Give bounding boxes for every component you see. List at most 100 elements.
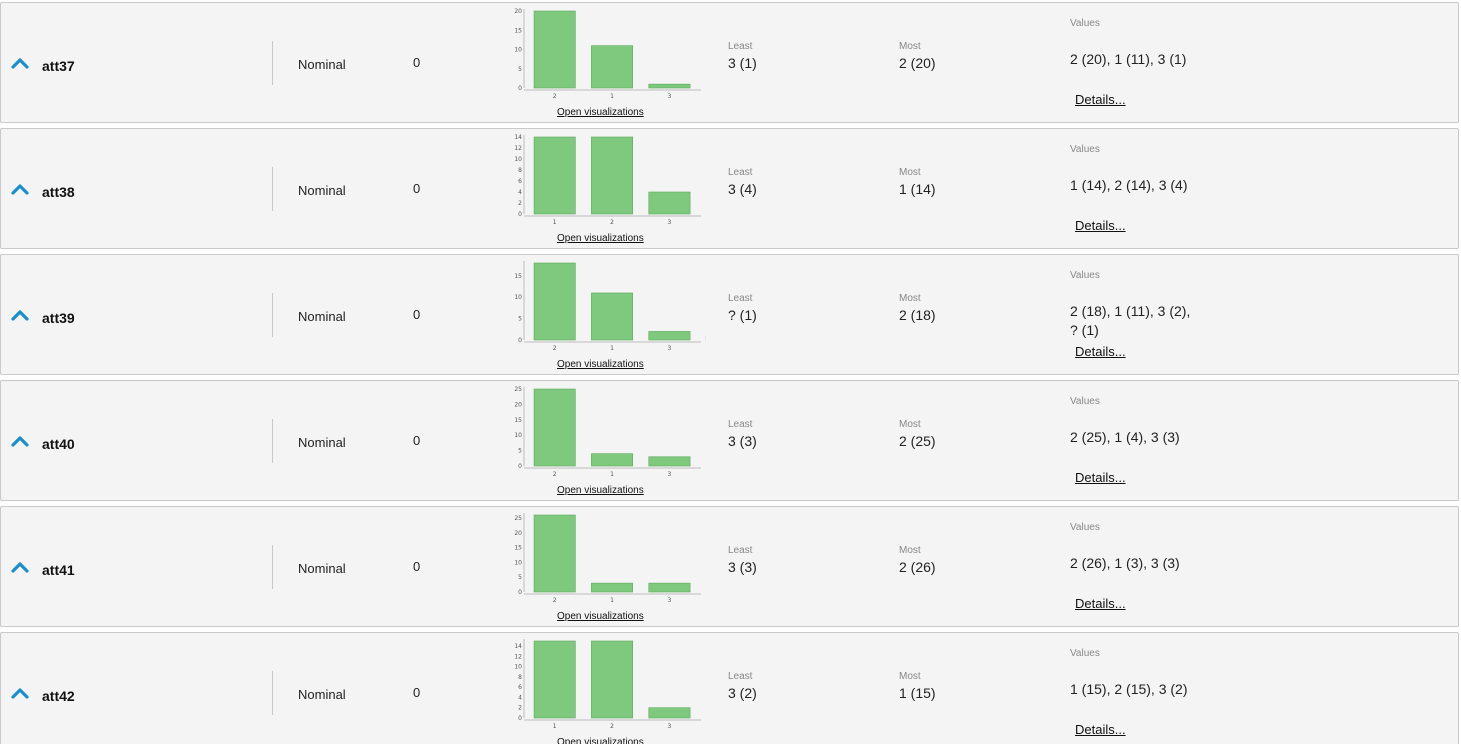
histogram-bar (648, 707, 691, 719)
attribute-type: Nominal (298, 561, 346, 576)
most-label: Most (899, 545, 921, 556)
x-tick-label: 1 (553, 723, 557, 730)
values-text: 1 (14), 2 (14), 3 (4) (1070, 177, 1188, 193)
open-visualizations-link[interactable]: Open visualizations (557, 737, 644, 744)
y-tick-label: 0 (518, 211, 522, 218)
histogram-bar (533, 640, 576, 719)
histogram-bar (648, 83, 691, 89)
x-tick-label: 2 (610, 219, 614, 226)
open-visualizations-link[interactable]: Open visualizations (557, 233, 644, 244)
chevron-up-icon[interactable] (11, 57, 29, 69)
most-label: Most (899, 167, 921, 178)
open-visualizations-link[interactable]: Open visualizations (557, 611, 644, 622)
least-label: Least (728, 545, 753, 556)
attribute-type: Nominal (298, 435, 346, 450)
most-value: 1 (14) (899, 181, 936, 197)
most-value: 2 (20) (899, 55, 936, 71)
values-text: 2 (26), 1 (3), 3 (3) (1070, 555, 1180, 571)
histogram-bar (533, 262, 576, 341)
least-value: 3 (4) (728, 181, 757, 197)
y-tick-label: 10 (514, 294, 522, 301)
chevron-up-icon[interactable] (11, 561, 29, 573)
details-link[interactable]: Details... (1075, 92, 1126, 107)
x-tick-label: 3 (668, 597, 672, 604)
most-label: Most (899, 671, 921, 682)
x-tick-label: 3 (668, 93, 672, 100)
least-value: 3 (3) (728, 433, 757, 449)
attribute-name: att41 (42, 562, 75, 578)
details-link[interactable]: Details... (1075, 470, 1126, 485)
column-divider (272, 671, 273, 715)
least-value: 3 (2) (728, 685, 757, 701)
histogram-bar (591, 640, 634, 719)
most-value: 2 (25) (899, 433, 936, 449)
most-label: Most (899, 41, 921, 52)
y-tick-label: 10 (514, 664, 522, 671)
chevron-up-icon[interactable] (11, 687, 29, 699)
y-tick-label: 25 (514, 386, 522, 393)
x-tick-label: 1 (553, 219, 557, 226)
y-tick-label: 25 (514, 515, 522, 522)
values-label: Values (1070, 396, 1100, 407)
histogram-bar (533, 388, 576, 467)
histogram-bar (533, 514, 576, 593)
y-tick-label: 8 (518, 167, 522, 174)
chevron-up-icon[interactable] (11, 183, 29, 195)
missing-count: 0 (413, 433, 421, 448)
y-tick-label: 12 (514, 653, 522, 660)
y-tick-label: 20 (514, 8, 522, 15)
attribute-row: att40 Nominal 0 0 5 10 15 20 25 2 1 3 Open visua… (0, 380, 1459, 501)
histogram-bar (591, 453, 634, 467)
y-tick-label: 15 (514, 417, 522, 424)
least-label: Least (728, 671, 753, 682)
chevron-up-icon[interactable] (11, 309, 29, 321)
open-visualizations-link[interactable]: Open visualizations (557, 359, 644, 370)
y-tick-label: 0 (518, 463, 522, 470)
details-link[interactable]: Details... (1075, 344, 1126, 359)
open-visualizations-link[interactable]: Open visualizations (557, 107, 644, 118)
attribute-row: att41 Nominal 0 0 5 10 15 20 25 2 1 3 Open visua… (0, 506, 1459, 627)
details-link[interactable]: Details... (1075, 218, 1126, 233)
least-value: ? (1) (728, 307, 757, 323)
column-divider (272, 419, 273, 463)
most-value: 2 (18) (899, 307, 936, 323)
y-tick-label: 5 (518, 66, 522, 73)
details-link[interactable]: Details... (1075, 722, 1126, 737)
y-tick-label: 12 (514, 145, 522, 152)
column-divider (272, 293, 273, 337)
least-value: 3 (3) (728, 559, 757, 575)
open-visualizations-link[interactable]: Open visualizations (557, 485, 644, 496)
least-value: 3 (1) (728, 55, 757, 71)
chevron-up-icon[interactable] (11, 435, 29, 447)
x-tick-label: 1 (610, 93, 614, 100)
details-link[interactable]: Details... (1075, 596, 1126, 611)
least-label: Least (728, 293, 753, 304)
y-tick-label: 10 (514, 559, 522, 566)
attribute-row: att38 Nominal 0 0 2 4 6 8 10 12 14 1 2 3 Open visu… (0, 128, 1459, 249)
y-tick-label: 14 (514, 134, 522, 141)
y-tick-label: 0 (518, 85, 522, 92)
x-tick-label: 3 (668, 471, 672, 478)
y-tick-label: 0 (518, 337, 522, 344)
histogram-bar (533, 10, 576, 89)
y-tick-label: 14 (514, 643, 522, 650)
missing-count: 0 (413, 559, 421, 574)
missing-count: 0 (413, 181, 421, 196)
x-tick-label: 1 (610, 345, 614, 352)
attribute-name: att40 (42, 436, 75, 452)
y-tick-label: 8 (518, 674, 522, 681)
x-tick-label: 2 (553, 471, 557, 478)
column-divider (272, 545, 273, 589)
y-tick-label: 6 (518, 178, 522, 185)
y-tick-label: 15 (514, 545, 522, 552)
histogram-bar (648, 191, 691, 215)
column-divider (272, 167, 273, 211)
y-tick-label: 2 (518, 705, 522, 712)
y-tick-label: 15 (514, 273, 522, 280)
x-tick-label: 3 (668, 345, 672, 352)
histogram-bar (648, 582, 691, 593)
histogram-bar (591, 45, 634, 89)
missing-count: 0 (413, 685, 421, 700)
